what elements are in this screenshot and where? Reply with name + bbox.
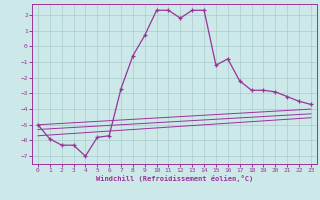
X-axis label: Windchill (Refroidissement éolien,°C): Windchill (Refroidissement éolien,°C) [96, 175, 253, 182]
